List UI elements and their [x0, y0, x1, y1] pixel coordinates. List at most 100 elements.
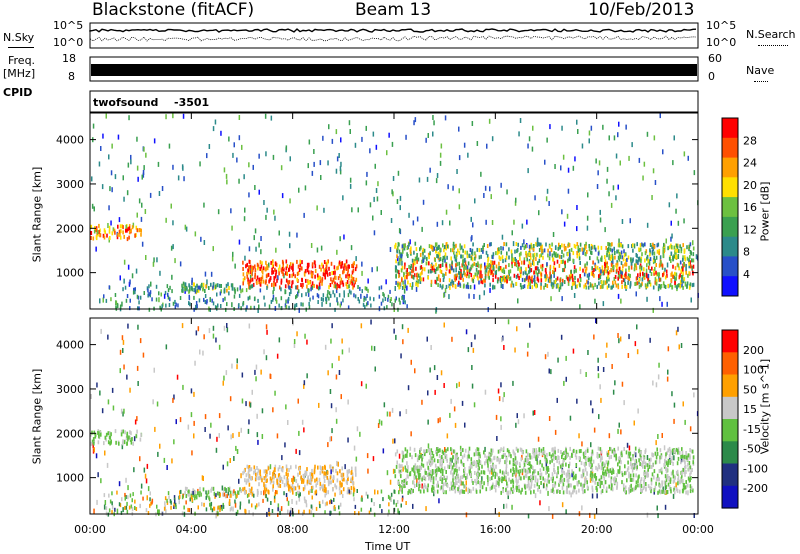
region-pixel — [128, 224, 131, 229]
region-pixel — [544, 277, 547, 282]
region-pixel — [329, 475, 332, 480]
region-pixel — [490, 464, 492, 469]
region-pixel — [459, 246, 462, 251]
region-pixel — [428, 255, 430, 260]
region-pixel — [521, 243, 524, 248]
region-pixel — [345, 267, 348, 271]
region-pixel — [689, 489, 692, 494]
region-pixel — [229, 490, 232, 495]
scatter-pixel — [121, 335, 124, 341]
region-pixel — [686, 256, 689, 261]
scatter-pixel — [565, 509, 567, 515]
ground-pixel — [218, 283, 221, 288]
region-pixel — [437, 283, 439, 287]
region-pixel — [557, 488, 559, 493]
region-pixel — [583, 483, 585, 488]
scatter-pixel — [664, 485, 667, 491]
region-pixel — [432, 480, 435, 485]
ground-pixel — [242, 301, 245, 305]
scatter-pixel — [421, 483, 423, 489]
scatter-pixel — [257, 308, 259, 313]
region-pixel — [596, 481, 599, 486]
region-pixel — [564, 450, 566, 455]
region-pixel — [449, 457, 452, 462]
region-pixel — [529, 255, 532, 260]
ground-pixel — [316, 293, 319, 298]
ground-pixel — [280, 296, 283, 301]
scatter-pixel — [347, 399, 349, 405]
region-pixel — [274, 261, 277, 266]
ground-pixel — [398, 510, 400, 515]
region-pixel — [212, 282, 215, 287]
scatter-pixel — [175, 419, 177, 425]
scatter-pixel — [377, 181, 379, 187]
region-pixel — [504, 460, 506, 465]
region-pixel — [454, 463, 456, 468]
scatter-pixel — [443, 322, 445, 328]
region-pixel — [508, 247, 510, 252]
scatter-pixel — [193, 433, 195, 439]
ground-pixel — [185, 500, 187, 505]
region-pixel — [441, 285, 443, 290]
scatter-pixel — [316, 205, 318, 211]
region-pixel — [418, 484, 421, 488]
region-pixel — [596, 467, 599, 472]
scatter-pixel — [621, 219, 624, 224]
region-pixel — [530, 490, 532, 495]
scatter-pixel — [586, 215, 589, 221]
region-pixel — [539, 459, 542, 464]
scatter-pixel — [243, 216, 246, 222]
region-pixel — [556, 472, 558, 477]
ground-pixel — [179, 494, 181, 499]
scatter-pixel — [399, 411, 401, 417]
region-pixel — [512, 462, 515, 467]
scatter-pixel — [528, 136, 531, 142]
region-pixel — [692, 271, 694, 276]
region-pixel — [568, 490, 571, 495]
region-pixel — [411, 285, 413, 290]
region-pixel — [295, 479, 298, 484]
region-pixel — [278, 483, 281, 488]
region-pixel — [673, 254, 675, 259]
region-pixel — [553, 251, 555, 256]
scatter-pixel — [266, 207, 268, 213]
region-pixel — [511, 280, 513, 285]
scatter-pixel — [291, 499, 293, 504]
region-pixel — [640, 477, 643, 482]
region-pixel — [596, 452, 599, 456]
region-pixel — [550, 476, 553, 481]
region-pixel — [600, 269, 602, 274]
region-pixel — [634, 459, 636, 464]
region-pixel — [605, 472, 607, 477]
ground-pixel — [264, 302, 266, 307]
region-pixel — [304, 470, 307, 475]
region-pixel — [550, 488, 553, 493]
region-pixel — [314, 260, 316, 265]
scatter-pixel — [483, 290, 485, 296]
scatter-pixel — [107, 223, 109, 228]
region-pixel — [117, 232, 119, 237]
region-pixel — [688, 467, 690, 472]
scatter-pixel — [231, 302, 233, 308]
region-pixel — [663, 242, 665, 247]
scatter-pixel — [561, 125, 563, 131]
scatter-pixel — [606, 342, 608, 348]
ground-pixel — [263, 295, 265, 300]
ground-pixel — [401, 286, 404, 290]
region-pixel — [498, 477, 501, 482]
region-pixel — [508, 263, 510, 268]
scatter-pixel — [327, 160, 329, 166]
region-pixel — [479, 482, 482, 487]
region-pixel — [616, 265, 618, 269]
scatter-pixel — [391, 141, 394, 147]
ground-pixel — [247, 296, 249, 301]
region-pixel — [567, 472, 569, 477]
region-pixel — [294, 274, 296, 279]
region-pixel — [606, 253, 608, 258]
scatter-pixel — [107, 334, 109, 340]
scatter-pixel — [304, 185, 307, 191]
region-pixel — [618, 266, 621, 271]
scatter-pixel — [656, 505, 658, 511]
scatter-pixel — [600, 397, 602, 403]
region-pixel — [677, 481, 679, 486]
